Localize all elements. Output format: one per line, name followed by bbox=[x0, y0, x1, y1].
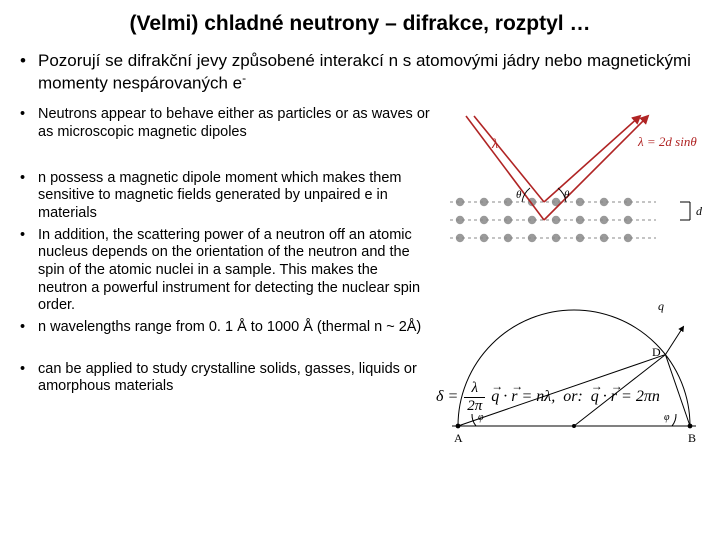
intro-bullet: • Pozorují se difrakční jevy způsobené i… bbox=[20, 50, 700, 94]
bullet-marker: • bbox=[20, 319, 38, 337]
scattering-diagram: ABqDφφ bbox=[432, 296, 716, 456]
left-column: • Neutrons appear to behave either as pa… bbox=[20, 106, 430, 412]
svg-text:D: D bbox=[652, 345, 661, 359]
slide-title: (Velmi) chladné neutrony – difrakce, roz… bbox=[20, 12, 700, 36]
svg-text:d: d bbox=[696, 204, 703, 218]
bragg-diagram: λ λ = 2d sinθ θ θ d bbox=[440, 110, 710, 270]
bullet-marker: • bbox=[20, 50, 38, 94]
bullet-text: In addition, the scattering power of a n… bbox=[38, 227, 430, 315]
bullet-text: can be applied to study crystalline soli… bbox=[38, 361, 430, 396]
bullet-item: • can be applied to study crystalline so… bbox=[20, 361, 430, 396]
right-column: λλ = 2d sinθθθd ABqDφφ δ = λ2π q · r = n… bbox=[436, 106, 700, 412]
bullet-text: n possess a magnetic dipole moment which… bbox=[38, 170, 430, 223]
bullet-item: • n possess a magnetic dipole moment whi… bbox=[20, 170, 430, 223]
svg-text:θ: θ bbox=[516, 189, 522, 201]
bullet-item: • In addition, the scattering power of a… bbox=[20, 227, 430, 315]
svg-text:φ: φ bbox=[664, 412, 670, 423]
equation: δ = λ2π q · r = nλ, or: q · r = 2πn bbox=[436, 381, 660, 414]
svg-text:λ = 2d sinθ: λ = 2d sinθ bbox=[637, 134, 697, 149]
svg-text:q: q bbox=[658, 299, 664, 313]
svg-text:λ: λ bbox=[491, 137, 498, 152]
bullet-marker: • bbox=[20, 227, 38, 315]
svg-text:θ: θ bbox=[564, 189, 570, 201]
bullet-marker: • bbox=[20, 106, 38, 141]
bullet-marker: • bbox=[20, 170, 38, 223]
svg-text:A: A bbox=[454, 431, 463, 445]
bullet-text: Neutrons appear to behave either as part… bbox=[38, 106, 430, 141]
bullet-item: • n wavelengths range from 0. 1 Å to 100… bbox=[20, 319, 430, 337]
bullet-text: n wavelengths range from 0. 1 Å to 1000 … bbox=[38, 319, 421, 337]
bullet-item: • Neutrons appear to behave either as pa… bbox=[20, 106, 430, 141]
bullet-marker: • bbox=[20, 361, 38, 396]
intro-text: Pozorují se difrakční jevy způsobené int… bbox=[38, 50, 700, 94]
svg-text:B: B bbox=[688, 431, 696, 445]
